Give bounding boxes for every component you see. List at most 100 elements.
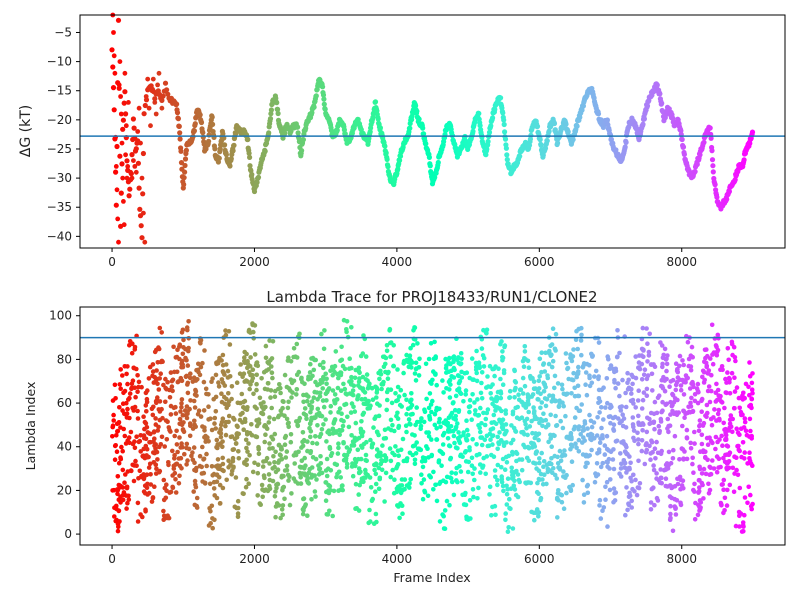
lambda-point xyxy=(388,340,393,346)
lambda-point xyxy=(371,425,376,430)
lambda-axes-frame xyxy=(79,306,786,546)
lambda-point xyxy=(317,394,323,399)
lambda-point xyxy=(394,398,399,404)
lambda-point xyxy=(579,352,584,358)
lambda-point xyxy=(391,343,397,348)
lambda-point xyxy=(569,459,575,465)
lambda-point xyxy=(178,409,183,414)
lambda-point xyxy=(421,419,427,425)
lambda-point xyxy=(558,418,563,424)
lambda-point xyxy=(645,415,650,421)
lambda-point xyxy=(580,477,585,483)
lambda-point xyxy=(217,501,223,506)
delta-g-point xyxy=(659,100,665,106)
lambda-point xyxy=(436,460,442,465)
lambda-point xyxy=(617,393,622,399)
lambda-point xyxy=(240,410,245,416)
lambda-point xyxy=(735,472,741,478)
lambda-point xyxy=(640,428,645,433)
lambda-point xyxy=(515,494,521,500)
lambda-point xyxy=(172,470,178,476)
delta-g-point xyxy=(121,222,127,228)
lambda-point xyxy=(110,398,116,403)
lambda-point xyxy=(198,414,204,419)
lambda-point xyxy=(526,365,532,371)
lambda-point xyxy=(296,449,301,455)
delta-g-point xyxy=(174,101,180,107)
lambda-point xyxy=(681,456,686,462)
lambda-point xyxy=(209,379,214,385)
lambda-point xyxy=(670,408,675,414)
lambda-point xyxy=(668,412,673,417)
lambda-point xyxy=(408,477,414,482)
lambda-point xyxy=(595,472,601,477)
lambda-point xyxy=(475,413,481,418)
lambda-point xyxy=(185,380,191,386)
delta-g-point xyxy=(119,161,125,167)
lambda-point xyxy=(582,419,588,424)
delta-g-point xyxy=(500,110,506,116)
lambda-point xyxy=(549,342,555,347)
lambda-point xyxy=(555,490,561,496)
lambda-point xyxy=(233,475,239,480)
delta-g-x-tick-label: 6000 xyxy=(524,255,555,269)
lambda-point xyxy=(378,368,383,374)
lambda-point xyxy=(656,393,662,399)
lambda-point xyxy=(301,411,307,417)
lambda-point xyxy=(658,419,664,424)
lambda-point xyxy=(678,502,684,508)
lambda-point xyxy=(173,477,178,482)
lambda-point xyxy=(646,349,652,355)
lambda-point xyxy=(218,427,223,433)
delta-g-point xyxy=(152,100,158,105)
lambda-point xyxy=(309,465,315,470)
lambda-point xyxy=(503,422,509,427)
delta-g-point xyxy=(423,141,429,147)
lambda-point xyxy=(117,382,123,387)
lambda-point xyxy=(263,355,269,361)
lambda-point xyxy=(305,398,310,404)
lambda-point xyxy=(220,380,226,386)
lambda-point xyxy=(179,378,185,384)
delta-g-point xyxy=(116,239,121,245)
delta-g-point xyxy=(174,110,181,116)
lambda-point xyxy=(132,404,138,410)
delta-g-point xyxy=(121,199,126,204)
lambda-point xyxy=(350,439,356,444)
lambda-point xyxy=(469,455,475,461)
lambda-point xyxy=(598,516,604,521)
lambda-point xyxy=(172,433,177,439)
lambda-point xyxy=(266,420,272,425)
lambda-point xyxy=(677,353,683,359)
lambda-point xyxy=(581,500,587,505)
lambda-point xyxy=(368,437,373,443)
lambda-point xyxy=(378,450,383,456)
lambda-point xyxy=(533,431,538,436)
lambda-point xyxy=(177,344,182,349)
delta-g-point xyxy=(118,94,123,99)
lambda-point xyxy=(120,492,126,498)
lambda-point xyxy=(536,468,542,474)
delta-g-point xyxy=(126,193,132,199)
lambda-point xyxy=(279,445,284,450)
lambda-point xyxy=(698,449,703,455)
lambda-point xyxy=(706,384,712,389)
delta-g-point xyxy=(182,169,188,175)
lambda-point xyxy=(636,413,641,419)
lambda-point xyxy=(166,460,171,465)
lambda-point xyxy=(319,413,325,419)
lambda-point xyxy=(581,435,586,440)
lambda-point xyxy=(330,388,336,393)
lambda-point xyxy=(336,375,341,381)
lambda-point xyxy=(495,395,500,400)
lambda-point xyxy=(319,470,325,476)
delta-g-point xyxy=(223,152,229,158)
lambda-point xyxy=(670,456,676,461)
lambda-point xyxy=(249,422,254,427)
lambda-point xyxy=(733,358,738,364)
lambda-point xyxy=(597,497,603,503)
lambda-point xyxy=(407,485,412,490)
lambda-point xyxy=(301,438,307,444)
lambda-point xyxy=(301,399,306,405)
lambda-point xyxy=(320,398,326,403)
